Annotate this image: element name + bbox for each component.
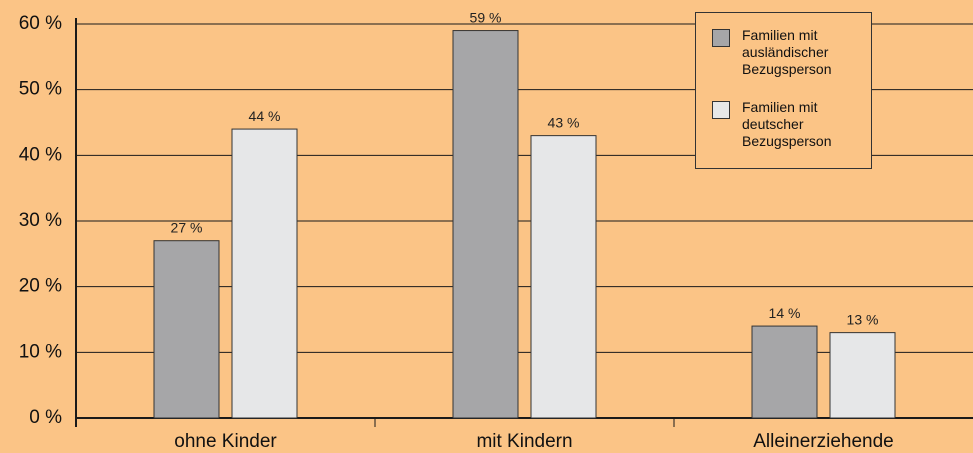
bar-foreign xyxy=(751,325,818,419)
data-label: 43 % xyxy=(548,115,580,131)
data-label: 59 % xyxy=(470,10,502,26)
x-tick-label: mit Kindern xyxy=(476,431,572,452)
data-label: 27 % xyxy=(171,220,203,236)
bar-german xyxy=(231,128,298,419)
y-tick-label: 0 % xyxy=(29,407,62,428)
bar-foreign xyxy=(452,30,519,419)
legend-item-foreign: Familien mit ausländischer Bezugsperson xyxy=(712,27,862,78)
chart-legend: Familien mit ausländischer Bezugsperson … xyxy=(695,12,872,169)
y-tick-label: 50 % xyxy=(19,79,62,100)
legend-swatch-foreign xyxy=(712,29,730,47)
y-tick-label: 60 % xyxy=(19,13,62,34)
legend-label-german: Familien mit deutscher Bezugsperson xyxy=(742,99,832,149)
legend-item-german: Familien mit deutscher Bezugsperson xyxy=(712,99,862,150)
legend-label-foreign: Familien mit ausländischer Bezugsperson xyxy=(742,27,832,77)
legend-swatch-german xyxy=(712,101,730,119)
y-tick-label: 10 % xyxy=(19,341,62,362)
bar-foreign xyxy=(153,240,220,419)
bar-german xyxy=(530,135,597,419)
data-label: 44 % xyxy=(249,108,281,124)
y-tick-label: 30 % xyxy=(19,210,62,231)
data-label: 13 % xyxy=(847,312,879,328)
x-tick-label: Alleinerziehende xyxy=(753,431,894,452)
y-tick-label: 20 % xyxy=(19,276,62,297)
x-tick-label: ohne Kinder xyxy=(174,431,277,452)
y-tick-label: 40 % xyxy=(19,144,62,165)
bar-german xyxy=(829,332,896,419)
data-label: 14 % xyxy=(769,305,801,321)
